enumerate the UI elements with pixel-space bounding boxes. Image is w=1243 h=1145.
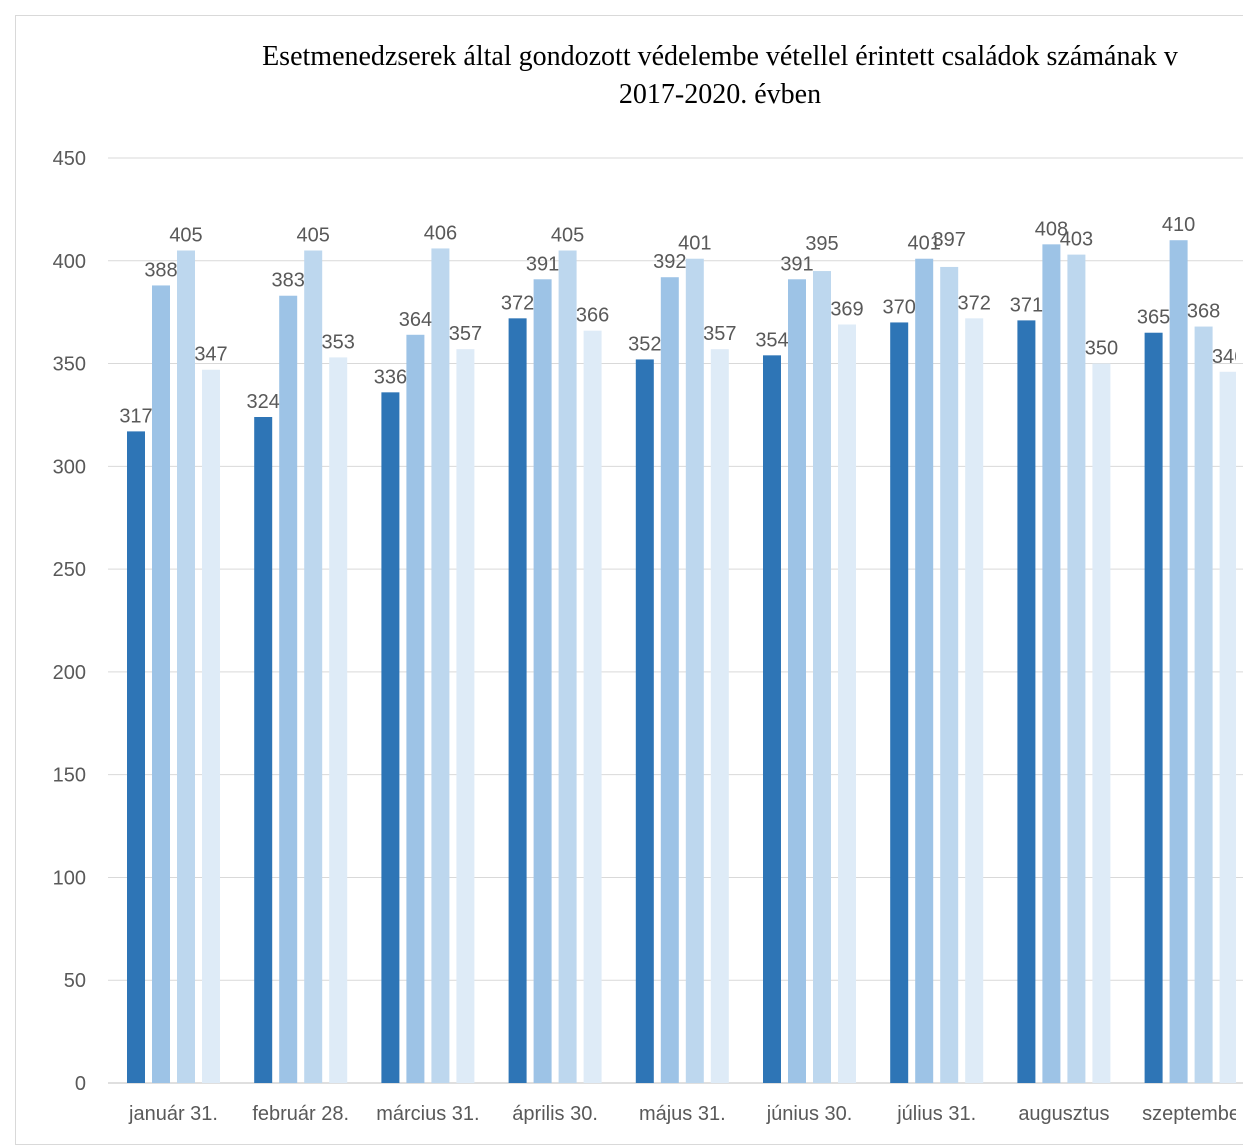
data-label: 372 <box>501 292 534 314</box>
data-label: 401 <box>908 233 941 255</box>
data-label: 406 <box>424 222 457 244</box>
data-label: 391 <box>780 253 813 275</box>
data-label: 368 <box>1187 301 1220 323</box>
data-label: 383 <box>272 270 305 292</box>
data-label: 408 <box>1035 218 1068 240</box>
bar <box>1144 332 1163 1083</box>
bar <box>1219 371 1236 1083</box>
data-label: 354 <box>755 329 788 351</box>
bar <box>1169 240 1188 1083</box>
data-label: 353 <box>322 331 355 353</box>
bar <box>890 322 909 1083</box>
data-label: 366 <box>576 305 609 327</box>
bar <box>254 417 273 1083</box>
bar <box>127 431 145 1083</box>
category-label: január 31. <box>128 1103 218 1124</box>
bar <box>813 271 831 1083</box>
bar <box>1092 363 1111 1083</box>
bar <box>152 285 170 1083</box>
y-tick-label: 250 <box>53 559 86 581</box>
category-label: március 31. <box>376 1103 479 1124</box>
bar <box>1194 326 1213 1083</box>
bar <box>710 349 729 1084</box>
data-label: 350 <box>1085 338 1118 360</box>
bar <box>533 279 552 1083</box>
bar <box>431 248 450 1083</box>
bar <box>329 357 348 1083</box>
data-label: 336 <box>374 366 407 388</box>
category-label: február 28. <box>252 1103 349 1124</box>
bar <box>965 318 984 1083</box>
bar <box>202 369 220 1083</box>
data-label: 410 <box>1162 214 1195 236</box>
bar <box>381 392 400 1083</box>
bar <box>1042 244 1061 1084</box>
chart-title-block: Esetmenedzserek által gondozott védelemb… <box>0 38 1243 114</box>
category-label: május 31. <box>639 1103 726 1124</box>
bar <box>685 258 704 1083</box>
bar <box>279 295 298 1083</box>
y-tick-label: 50 <box>64 970 86 992</box>
y-tick-label: 400 <box>53 251 86 273</box>
bar <box>456 349 475 1084</box>
bar <box>1067 254 1086 1084</box>
data-label: 405 <box>169 225 202 247</box>
bar <box>558 250 577 1083</box>
category-label: augusztus <box>1018 1103 1109 1124</box>
data-label: 347 <box>194 344 227 366</box>
data-label: 357 <box>449 323 482 345</box>
bar <box>177 250 195 1083</box>
category-label: április 30. <box>512 1103 598 1124</box>
data-label: 397 <box>933 229 966 251</box>
bar <box>508 318 527 1083</box>
y-tick-label: 200 <box>53 662 86 684</box>
y-tick-label: 100 <box>53 867 86 889</box>
data-label: 371 <box>1010 294 1043 316</box>
data-label: 401 <box>678 233 711 255</box>
data-label: 405 <box>297 225 330 247</box>
bar <box>838 324 856 1083</box>
bar <box>788 279 806 1083</box>
category-label: szeptembe <box>1142 1103 1240 1124</box>
bar <box>940 266 959 1083</box>
bar <box>763 355 781 1083</box>
bar <box>1017 320 1036 1083</box>
data-label: 352 <box>628 333 661 355</box>
data-label: 364 <box>399 309 432 331</box>
data-label: 391 <box>526 253 559 275</box>
bar <box>635 359 654 1083</box>
bars-group: 317 388 405 347 január 31. 324 383 405 353 februá… <box>119 214 1243 1124</box>
bar <box>660 277 679 1083</box>
bar <box>304 250 323 1083</box>
data-label: 372 <box>958 292 991 314</box>
data-label: 370 <box>883 296 916 318</box>
bar <box>406 334 425 1083</box>
bar <box>915 258 934 1083</box>
y-tick-label: 300 <box>53 456 86 478</box>
bar <box>583 330 602 1084</box>
chart-subtitle: 2017-2020. évben <box>618 79 822 110</box>
category-label: június 30. <box>766 1103 853 1124</box>
data-label: 365 <box>1137 307 1170 329</box>
data-label: 403 <box>1060 229 1093 251</box>
data-label: 388 <box>144 259 177 281</box>
data-label: 324 <box>247 391 280 413</box>
data-label: 392 <box>653 251 686 273</box>
data-label: 405 <box>551 225 584 247</box>
data-label: 346 <box>1212 346 1243 368</box>
chart-title: Esetmenedzserek által gondozott védelemb… <box>262 41 1178 72</box>
y-tick-label: 350 <box>53 354 86 376</box>
data-label: 317 <box>119 405 152 427</box>
data-label: 357 <box>703 323 736 345</box>
data-label: 369 <box>830 299 863 321</box>
y-tick-label: 150 <box>53 765 86 787</box>
category-label: július 31. <box>896 1103 976 1124</box>
data-label: 395 <box>805 233 838 255</box>
y-tick-label: 0 <box>75 1073 86 1095</box>
y-tick-label: 450 <box>53 148 86 170</box>
